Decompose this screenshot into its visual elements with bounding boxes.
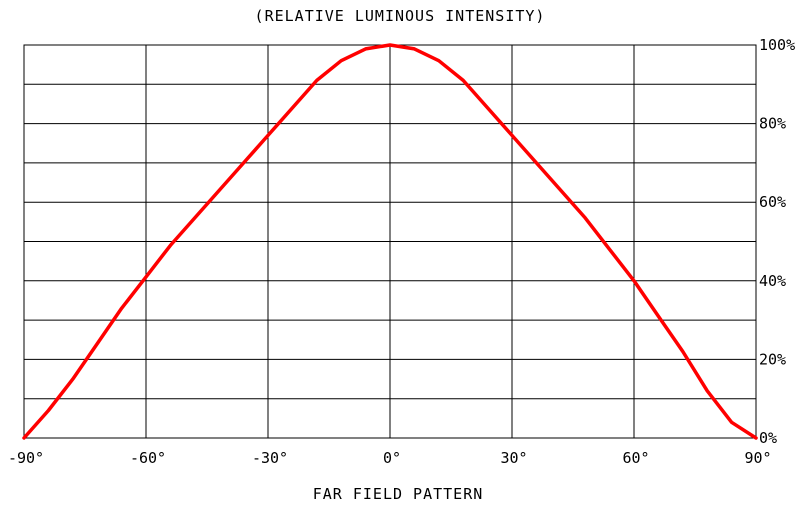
series-layer	[22, 43, 758, 440]
y-tick-label: 0%	[759, 429, 777, 447]
x-tick-label: 0°	[383, 449, 401, 467]
x-tick-label: -90°	[8, 449, 44, 467]
x-tick-label: 30°	[500, 449, 527, 467]
y-tick-label: 60%	[759, 193, 786, 211]
x-tick-label: -30°	[252, 449, 288, 467]
y-tick-label: 20%	[759, 350, 786, 368]
y-tick-label: 100%	[759, 36, 795, 54]
grid	[23, 44, 757, 439]
x-axis-label: FAR FIELD PATTERN	[313, 485, 484, 503]
y-tick-label: 40%	[759, 272, 786, 290]
x-tick-label: 90°	[744, 449, 771, 467]
chart-title: (RELATIVE LUMINOUS INTENSITY)	[255, 7, 546, 25]
x-tick-label: 60°	[622, 449, 649, 467]
x-tick-label: -60°	[130, 449, 166, 467]
y-tick-label: 80%	[759, 115, 786, 133]
intensity-curve	[22, 43, 758, 440]
tick-labels: -90° -60° -30° 0° 30° 60° 90° 0% 20% 40% 60% 80% 100…	[8, 36, 795, 467]
